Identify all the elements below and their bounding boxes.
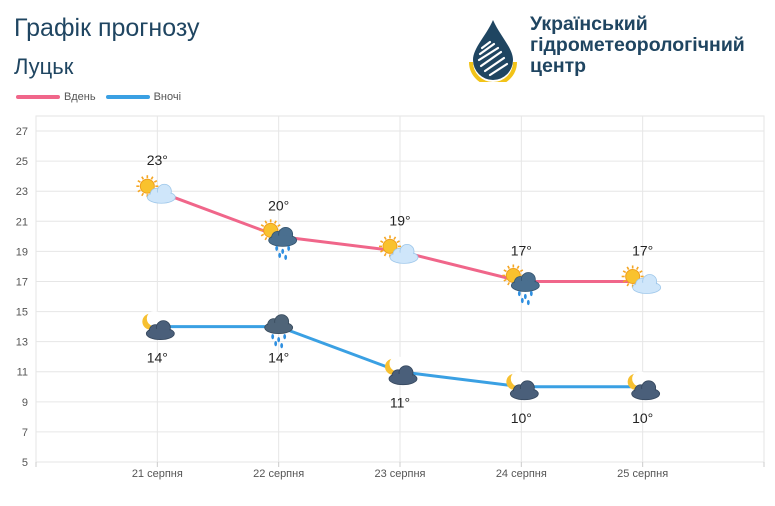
day-temp-label: 17° bbox=[632, 242, 653, 258]
x-tick-label: 22 серпня bbox=[253, 468, 304, 480]
ukrhydromet-logo: Український гідрометеорологічний центр bbox=[468, 14, 768, 84]
sun-cloud-icon bbox=[379, 235, 419, 264]
moon-cloud-icon bbox=[142, 311, 175, 341]
night-temp-label: 11° bbox=[390, 395, 410, 411]
y-tick-label: 27 bbox=[16, 126, 28, 138]
y-tick-label: 9 bbox=[22, 397, 28, 409]
x-tick-label: 25 серпня bbox=[617, 468, 668, 480]
night-temp-label: 14° bbox=[268, 350, 289, 366]
y-tick-label: 5 bbox=[22, 457, 28, 469]
legend-item-night[interactable]: Вночі bbox=[105, 91, 182, 103]
y-tick-label: 11 bbox=[17, 367, 28, 379]
sun-cloud-icon bbox=[136, 175, 176, 204]
logo-line-1: Український bbox=[530, 13, 648, 35]
legend-item-day[interactable]: Вдень bbox=[16, 91, 96, 103]
day-temp-label: 19° bbox=[389, 212, 410, 228]
legend-label-day: Вдень bbox=[64, 91, 96, 103]
y-tick-label: 15 bbox=[16, 307, 28, 319]
legend-label-night: Вночі bbox=[153, 91, 182, 103]
y-tick-label: 19 bbox=[16, 246, 28, 258]
moon-cloud-icon bbox=[627, 371, 661, 401]
day-temp-label: 23° bbox=[147, 152, 168, 168]
legend-swatch-night bbox=[105, 95, 150, 99]
chart-title: Графік прогнозу bbox=[14, 14, 200, 42]
moon-cloud-icon bbox=[385, 356, 418, 386]
legend-swatch-day bbox=[16, 95, 60, 99]
y-tick-label: 23 bbox=[16, 186, 28, 198]
city-name: Луцьк bbox=[14, 54, 74, 79]
y-tick-label: 13 bbox=[16, 337, 28, 349]
sun-cloud-rain-icon bbox=[259, 219, 298, 260]
drop-logo-icon bbox=[469, 20, 517, 82]
moon-cloud-icon bbox=[506, 371, 539, 401]
y-tick-label: 7 bbox=[22, 427, 28, 439]
sun-cloud-rain-icon bbox=[502, 264, 540, 306]
x-tick-label: 24 серпня bbox=[496, 468, 547, 480]
day-temp-label: 17° bbox=[511, 242, 532, 258]
rain-cloud-icon bbox=[264, 314, 294, 349]
logo-line-2: гідрометеорологічний bbox=[530, 34, 745, 56]
y-tick-label: 25 bbox=[16, 156, 28, 168]
y-tick-label: 21 bbox=[16, 216, 28, 228]
x-tick-label: 23 серпня bbox=[374, 468, 425, 480]
night-temp-label: 14° bbox=[147, 350, 168, 366]
sun-cloud-icon bbox=[621, 265, 662, 294]
day-temp-label: 20° bbox=[268, 197, 289, 213]
logo-line-3: центр bbox=[530, 55, 587, 77]
night-temp-label: 10° bbox=[632, 410, 653, 426]
y-tick-label: 17 bbox=[16, 276, 28, 288]
chart-legend: Вдень Вночі bbox=[16, 91, 191, 103]
night-temp-label: 10° bbox=[511, 410, 532, 426]
x-tick-label: 21 серпня bbox=[132, 468, 183, 480]
